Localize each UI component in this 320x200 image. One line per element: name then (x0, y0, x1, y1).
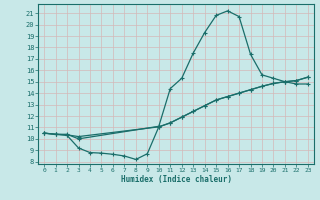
X-axis label: Humidex (Indice chaleur): Humidex (Indice chaleur) (121, 175, 231, 184)
